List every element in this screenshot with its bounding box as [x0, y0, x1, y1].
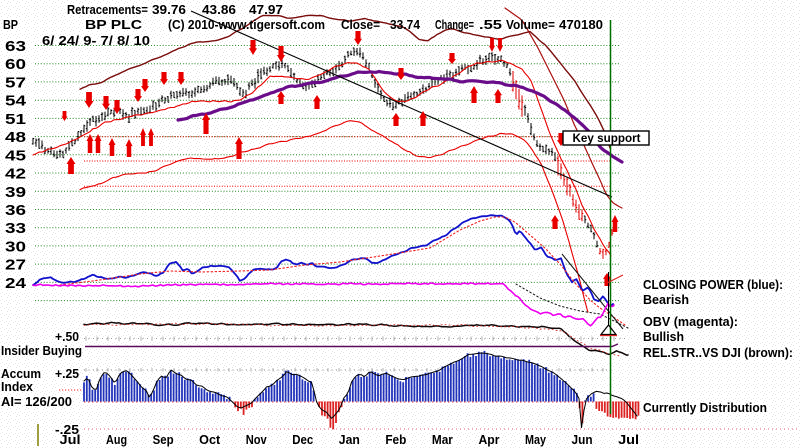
svg-text:Index: Index	[1, 379, 34, 394]
svg-text:Currently Distribution: Currently Distribution	[643, 400, 767, 415]
svg-text:63: 63	[5, 38, 26, 55]
svg-text:.55: .55	[479, 17, 502, 32]
svg-text:42: 42	[5, 166, 26, 183]
svg-text:6/ 24/ 9- 7/ 8/ 10: 6/ 24/ 9- 7/ 8/ 10	[42, 33, 150, 48]
svg-text:470180: 470180	[559, 17, 603, 32]
svg-text:Feb: Feb	[385, 432, 406, 447]
svg-text:57: 57	[5, 74, 26, 91]
svg-text:BP: BP	[3, 17, 18, 32]
svg-text:Nov: Nov	[246, 432, 268, 447]
svg-text:BP PLC: BP PLC	[85, 17, 143, 32]
svg-text:24: 24	[5, 275, 27, 292]
svg-text:Key support: Key support	[573, 131, 641, 145]
svg-text:33: 33	[5, 220, 26, 237]
svg-text:36: 36	[5, 202, 26, 219]
svg-text:+.50: +.50	[55, 329, 79, 344]
svg-text:Bullish: Bullish	[643, 329, 684, 344]
svg-text:Mar: Mar	[432, 432, 453, 447]
svg-text:27: 27	[5, 257, 26, 274]
svg-text:60: 60	[5, 56, 26, 73]
svg-text:47.97: 47.97	[249, 2, 283, 17]
svg-text:Oct: Oct	[199, 432, 221, 447]
svg-text:39: 39	[5, 184, 26, 201]
svg-text:Jul: Jul	[60, 432, 81, 447]
svg-text:Change=: Change=	[435, 17, 474, 32]
svg-text:OBV (magenta):: OBV (magenta):	[643, 314, 738, 329]
svg-text:Bearish: Bearish	[643, 292, 689, 307]
svg-text:48: 48	[5, 129, 26, 146]
svg-text:43.86: 43.86	[202, 2, 236, 17]
svg-text:54: 54	[5, 93, 27, 110]
svg-text:AI= 126/200: AI= 126/200	[1, 394, 72, 409]
svg-text:+.25: +.25	[55, 366, 79, 381]
svg-text:Aug: Aug	[106, 432, 127, 447]
svg-text:Jun: Jun	[572, 432, 593, 447]
svg-text:Apr: Apr	[478, 432, 499, 447]
svg-text:45: 45	[5, 147, 26, 164]
svg-text:51: 51	[5, 111, 26, 128]
svg-text:Jul: Jul	[618, 432, 639, 447]
svg-text:Retracements=: Retracements=	[67, 2, 148, 17]
svg-text:33.74: 33.74	[390, 17, 421, 32]
svg-text:REL.STR..VS DJI (brown):: REL.STR..VS DJI (brown):	[643, 345, 793, 360]
svg-text:Jan: Jan	[339, 432, 360, 447]
svg-text:May: May	[525, 432, 547, 447]
svg-text:30: 30	[5, 238, 26, 255]
svg-text:Dec: Dec	[292, 432, 313, 447]
svg-text:CLOSING POWER (blue):: CLOSING POWER (blue):	[643, 277, 783, 292]
svg-text:39.76: 39.76	[152, 2, 186, 17]
svg-text:Close=: Close=	[341, 17, 380, 32]
svg-text:Accum: Accum	[1, 366, 41, 381]
svg-text:Volume=: Volume=	[506, 17, 555, 32]
svg-text:(C) 2010-www.tigersoft.com: (C) 2010-www.tigersoft.com	[168, 17, 325, 32]
svg-text:-.25: -.25	[55, 422, 79, 437]
svg-text:Sep: Sep	[153, 432, 174, 447]
svg-text:Insider Buying: Insider Buying	[1, 343, 82, 358]
